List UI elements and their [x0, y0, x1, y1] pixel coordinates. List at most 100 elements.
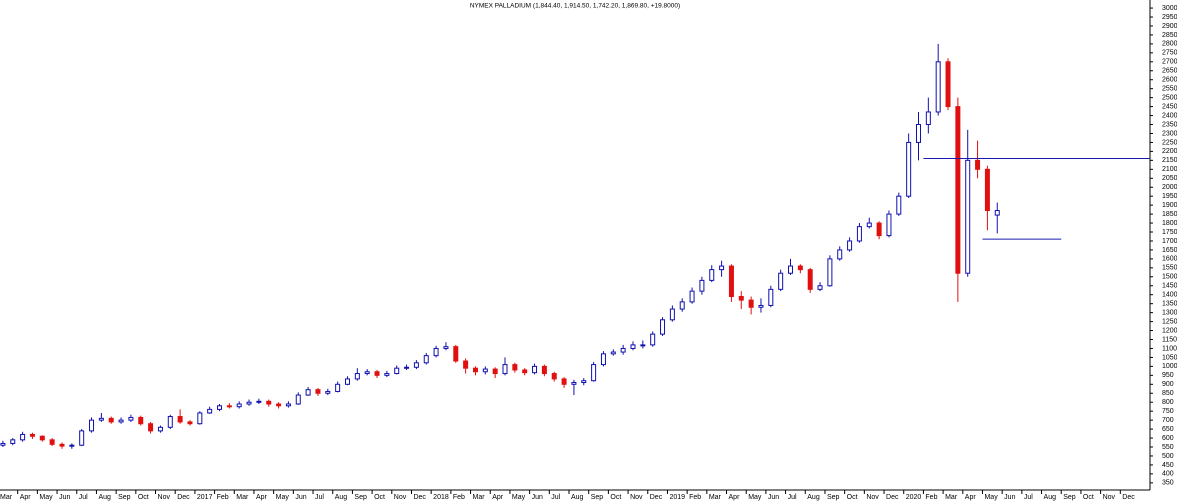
candle-body — [335, 383, 341, 392]
candle-body — [512, 364, 518, 371]
y-tick-label: 1450 — [1162, 283, 1177, 290]
candle-body — [443, 346, 449, 349]
candle-body — [630, 344, 636, 349]
y-tick-label: 350 — [1162, 480, 1174, 487]
y-tick-label: 1000 — [1162, 363, 1177, 370]
candle-body — [728, 265, 734, 298]
y-tick-label: 1900 — [1162, 202, 1177, 209]
candle-body — [118, 419, 124, 423]
candle-body — [571, 382, 577, 385]
y-tick-label: 2750 — [1162, 50, 1177, 57]
y-tick-label: 3000 — [1162, 5, 1177, 12]
candle-body — [748, 299, 754, 308]
x-tick-label: Aug — [98, 494, 111, 501]
y-tick-label: 1600 — [1162, 256, 1177, 263]
x-tick-label: Mar — [473, 494, 486, 501]
candle-body — [89, 419, 95, 432]
candle-body — [719, 265, 725, 271]
candle-body — [197, 412, 203, 425]
x-tick-label: Apr — [729, 494, 741, 501]
candle-body — [551, 373, 557, 380]
x-tick-label: Aug — [807, 494, 820, 501]
candle-body — [0, 442, 6, 446]
y-tick-label: 550 — [1162, 444, 1174, 451]
candle-body — [778, 272, 784, 290]
candle-body — [217, 405, 223, 410]
candle-body — [581, 380, 587, 384]
candle-body — [689, 290, 695, 303]
y-tick-label: 2150 — [1162, 157, 1177, 164]
y-tick-label: 1150 — [1162, 336, 1177, 343]
y-tick-label: 1650 — [1162, 247, 1177, 254]
x-tick-label: Aug — [335, 494, 348, 501]
y-tick-label: 850 — [1162, 390, 1174, 397]
x-tick-label: Oct — [374, 494, 385, 501]
candle-body — [699, 279, 705, 292]
candle-body — [817, 285, 823, 290]
x-tick-label: Dec — [650, 494, 663, 501]
x-tick-label: Aug — [571, 494, 584, 501]
candle-body — [177, 416, 183, 423]
y-tick-label: 1550 — [1162, 265, 1177, 272]
candle-body — [246, 401, 252, 405]
x-tick-label: Oct — [847, 494, 858, 501]
candle-body — [925, 111, 931, 126]
x-tick-label: Oct — [138, 494, 149, 501]
x-tick-label: Jun — [295, 494, 306, 501]
y-tick-label: 1800 — [1162, 220, 1177, 227]
candle-body — [797, 265, 803, 271]
x-tick-label: Mar — [709, 494, 722, 501]
candle-body — [600, 353, 606, 366]
candle-body — [709, 269, 715, 281]
y-tick-label: 2500 — [1162, 94, 1177, 101]
x-tick-label: Nov — [394, 494, 407, 501]
x-tick-label: 2018 — [433, 494, 449, 501]
candle-body — [138, 416, 144, 425]
candle-body — [856, 226, 862, 242]
y-tick-label: 900 — [1162, 381, 1174, 388]
y-tick-label: 2000 — [1162, 184, 1177, 191]
candle-body — [472, 367, 478, 373]
y-tick-label: 2850 — [1162, 32, 1177, 39]
y-tick-label: 700 — [1162, 417, 1174, 424]
candle-body — [157, 426, 163, 432]
y-tick-label: 2900 — [1162, 23, 1177, 30]
candle-body — [660, 319, 666, 335]
x-tick-label: Oct — [610, 494, 621, 501]
candle-body — [285, 403, 291, 407]
candle-body — [315, 389, 321, 394]
x-tick-label: Jul — [551, 494, 560, 501]
y-tick-label: 1400 — [1162, 292, 1177, 299]
chart-title: NYMEX PALLADIUM (1,844.40, 1,914.50, 1,7… — [470, 3, 680, 10]
candle-body — [20, 433, 26, 441]
candle-body — [965, 159, 971, 274]
y-tick-label: 600 — [1162, 435, 1174, 442]
candle-body — [788, 265, 794, 274]
candle-body — [39, 435, 45, 441]
y-tick-label: 1250 — [1162, 318, 1177, 325]
y-tick-label: 2050 — [1162, 175, 1177, 182]
x-tick-label: 2020 — [906, 494, 922, 501]
candle-body — [98, 417, 104, 421]
x-tick-label: Mar — [945, 494, 958, 501]
candle-body — [256, 400, 262, 403]
x-tick-label: Jul — [1024, 494, 1033, 501]
y-tick-label: 2200 — [1162, 148, 1177, 155]
candle-body — [669, 308, 675, 321]
x-tick-label: 2019 — [669, 494, 685, 501]
candle-body — [610, 351, 616, 355]
candle-body — [640, 344, 646, 347]
candle-body — [886, 213, 892, 237]
x-tick-label: Nov — [1103, 494, 1116, 501]
candle-body — [620, 347, 626, 353]
candle-body — [344, 378, 350, 385]
x-tick-label: May — [39, 494, 53, 501]
candle-body — [79, 430, 85, 446]
y-tick-label: 1950 — [1162, 193, 1177, 200]
x-tick-label: Jul — [315, 494, 324, 501]
x-tick-label: Nov — [630, 494, 643, 501]
candle-body — [404, 366, 410, 369]
candle-body — [148, 423, 154, 432]
y-tick-label: 500 — [1162, 453, 1174, 460]
x-tick-label: Apr — [20, 494, 32, 501]
